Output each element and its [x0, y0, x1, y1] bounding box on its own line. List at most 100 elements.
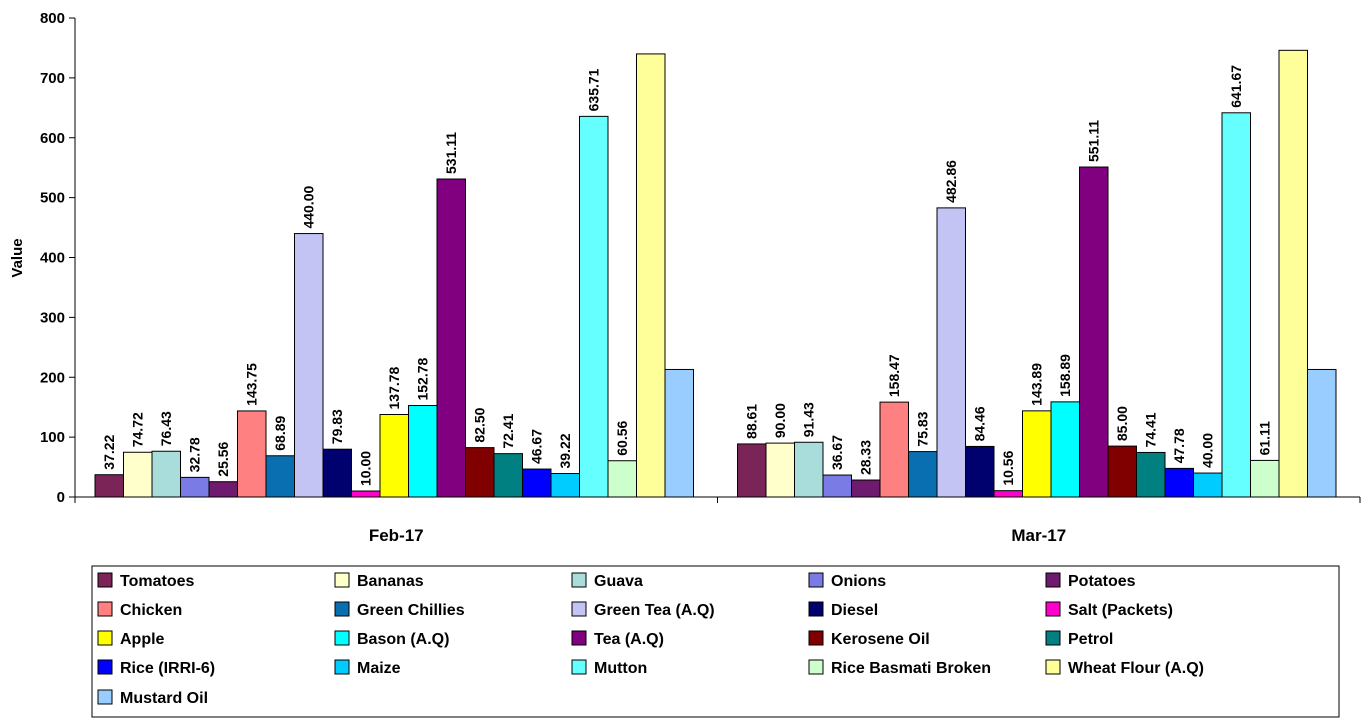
data-label: 36.67	[829, 435, 845, 470]
data-label: 143.89	[1029, 363, 1045, 406]
bar	[608, 461, 637, 497]
bar	[795, 442, 824, 497]
bar	[852, 480, 881, 497]
legend-swatch	[809, 660, 823, 674]
legend-label: Mutton	[594, 660, 647, 677]
data-label: 551.11	[1086, 120, 1102, 162]
data-label: 91.43	[801, 402, 817, 437]
bar	[1108, 446, 1137, 497]
legend-swatch	[1046, 602, 1060, 616]
legend-swatch	[572, 660, 586, 674]
legend-box	[92, 566, 1339, 717]
y-tick-label: 0	[57, 489, 65, 506]
legend-label: Maize	[357, 660, 401, 677]
legend-swatch	[98, 631, 112, 645]
data-label: 482.86	[943, 160, 959, 203]
legend-swatch	[809, 631, 823, 645]
legend-swatch	[335, 602, 349, 616]
bar	[966, 446, 995, 497]
bar	[437, 179, 466, 497]
bar	[295, 234, 324, 497]
legend-swatch	[335, 631, 349, 645]
data-label: 10.00	[358, 451, 374, 486]
x-axis: Feb-17 Mar-17	[75, 497, 1360, 545]
bar	[238, 411, 267, 497]
bar	[937, 208, 966, 497]
legend-item: Mutton	[572, 660, 647, 677]
legend-swatch	[98, 690, 112, 704]
legend-swatch	[1046, 631, 1060, 645]
data-label: 74.41	[1143, 412, 1159, 447]
legend-swatch	[335, 660, 349, 674]
bar	[494, 454, 523, 497]
bar	[1308, 369, 1337, 497]
legend-item: Onions	[809, 573, 886, 590]
data-label: 28.33	[858, 440, 874, 475]
y-tick-label: 400	[40, 250, 65, 267]
legend-item: Tomatoes	[98, 573, 194, 590]
bar	[738, 444, 767, 497]
legend-swatch	[98, 573, 112, 587]
data-label: 76.43	[158, 411, 174, 446]
legend-swatch	[1046, 660, 1060, 674]
data-label: 88.61	[744, 404, 760, 439]
data-label: 635.71	[586, 68, 602, 111]
data-label: 40.00	[1200, 433, 1216, 468]
legend-item: Tea (A.Q)	[572, 631, 664, 648]
legend-label: Rice (IRRI-6)	[120, 660, 215, 677]
legend-label: Guava	[594, 573, 643, 590]
bar	[637, 54, 666, 497]
bar	[909, 452, 938, 497]
bar	[1251, 460, 1280, 497]
bar	[523, 469, 552, 497]
bar	[409, 406, 438, 497]
y-axis-label: Value	[9, 238, 26, 277]
legend-label: Green Tea (A.Q)	[594, 602, 715, 619]
legend-label: Tea (A.Q)	[594, 631, 664, 648]
legend-swatch	[572, 573, 586, 587]
bar	[1165, 468, 1194, 497]
legend-swatch	[1046, 573, 1060, 587]
bar	[823, 475, 852, 497]
legend-label: Potatoes	[1068, 573, 1136, 590]
y-tick-label: 200	[40, 369, 65, 386]
bar	[152, 451, 181, 497]
bar	[665, 369, 694, 497]
data-label: 143.75	[244, 363, 260, 406]
data-label: 47.78	[1171, 428, 1187, 463]
data-label: 137.78	[386, 366, 402, 409]
data-label: 39.22	[557, 433, 573, 468]
data-label: 440.00	[301, 186, 317, 229]
bar	[1222, 113, 1251, 497]
bar	[1051, 402, 1080, 497]
legend-item: Apple	[98, 631, 165, 648]
y-tick-label: 600	[40, 130, 65, 147]
data-label: 60.56	[614, 420, 630, 455]
legend-swatch	[809, 573, 823, 587]
bar	[380, 415, 409, 497]
legend-swatch	[335, 573, 349, 587]
data-label: 32.78	[187, 437, 203, 472]
legend-label: Chicken	[120, 602, 182, 619]
y-tick-label: 100	[40, 429, 65, 446]
legend-label: Bananas	[357, 573, 424, 590]
legend-label: Onions	[831, 573, 886, 590]
legend-label: Kerosene Oil	[831, 631, 930, 648]
legend-item: Petrol	[1046, 631, 1113, 648]
x-tick-label: Mar-17	[1011, 526, 1066, 545]
legend-item: Potatoes	[1046, 573, 1136, 590]
bar	[994, 491, 1023, 497]
legend-item: Diesel	[809, 602, 878, 619]
data-label: 85.00	[1114, 406, 1130, 441]
legend-label: Apple	[120, 631, 165, 648]
bar	[209, 482, 238, 497]
legend: Tomatoes Bananas Guava Onions Potatoes Chicke…	[92, 566, 1339, 717]
legend-label: Wheat Flour (A.Q)	[1068, 660, 1204, 677]
data-label: 158.89	[1057, 354, 1073, 397]
legend-item: Chicken	[98, 602, 182, 619]
legend-swatch	[98, 602, 112, 616]
bar	[124, 452, 153, 497]
legend-label: Green Chillies	[357, 602, 465, 619]
data-label: 84.46	[972, 406, 988, 441]
